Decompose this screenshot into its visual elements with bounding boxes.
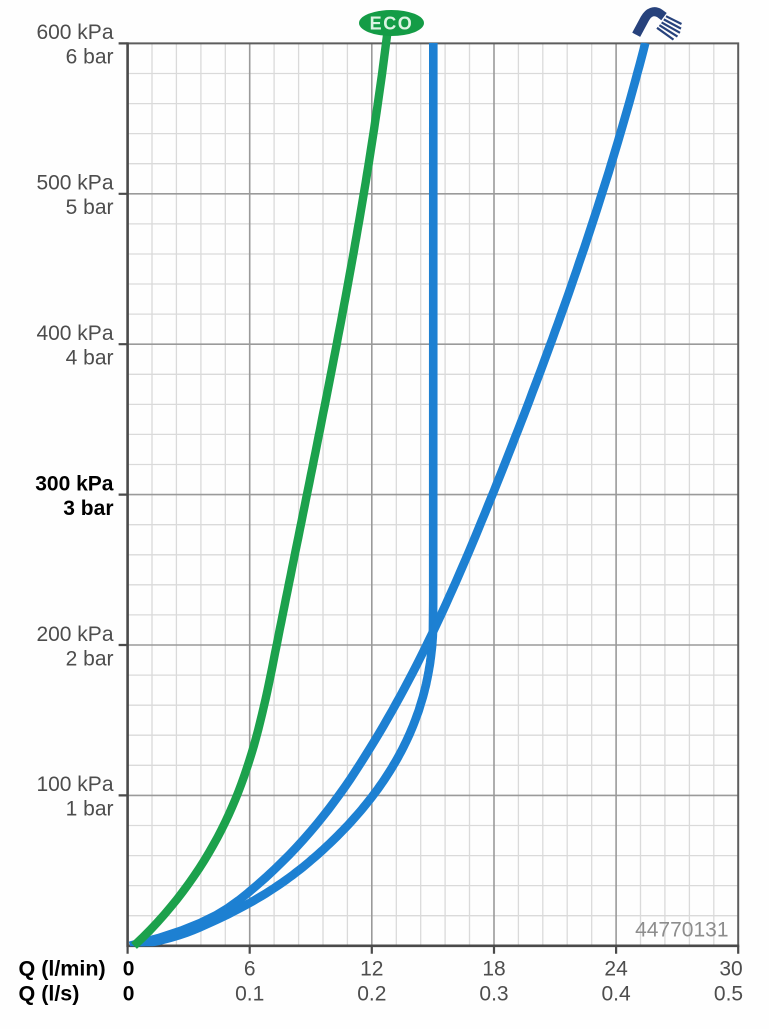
svg-text:1 bar: 1 bar bbox=[66, 798, 114, 821]
svg-text:5 bar: 5 bar bbox=[66, 196, 114, 219]
svg-text:2 bar: 2 bar bbox=[66, 647, 114, 670]
svg-text:500 kPa: 500 kPa bbox=[36, 172, 113, 195]
svg-text:6: 6 bbox=[244, 958, 256, 981]
svg-text:24: 24 bbox=[604, 958, 628, 981]
svg-text:600 kPa: 600 kPa bbox=[36, 21, 113, 44]
svg-text:ECO: ECO bbox=[370, 14, 414, 34]
svg-text:400 kPa: 400 kPa bbox=[36, 322, 113, 345]
svg-text:6 bar: 6 bar bbox=[66, 46, 114, 69]
svg-text:Q (l/min): Q (l/min) bbox=[19, 957, 106, 981]
svg-text:0.5: 0.5 bbox=[714, 983, 743, 1006]
svg-text:3 bar: 3 bar bbox=[63, 497, 113, 520]
svg-text:30: 30 bbox=[719, 958, 742, 981]
svg-text:0.3: 0.3 bbox=[479, 983, 508, 1006]
svg-text:18: 18 bbox=[482, 958, 505, 981]
svg-text:0.1: 0.1 bbox=[235, 983, 264, 1006]
svg-text:0.2: 0.2 bbox=[357, 983, 386, 1006]
svg-text:200 kPa: 200 kPa bbox=[36, 623, 113, 646]
svg-text:4 bar: 4 bar bbox=[66, 347, 114, 370]
svg-text:44770131: 44770131 bbox=[635, 919, 728, 942]
svg-text:0: 0 bbox=[123, 958, 135, 981]
svg-text:300 kPa: 300 kPa bbox=[35, 472, 114, 495]
svg-text:0: 0 bbox=[123, 983, 135, 1006]
svg-text:Q (l/s): Q (l/s) bbox=[19, 982, 80, 1006]
svg-text:100 kPa: 100 kPa bbox=[36, 773, 113, 796]
svg-text:12: 12 bbox=[360, 958, 383, 981]
svg-text:0.4: 0.4 bbox=[601, 983, 631, 1006]
